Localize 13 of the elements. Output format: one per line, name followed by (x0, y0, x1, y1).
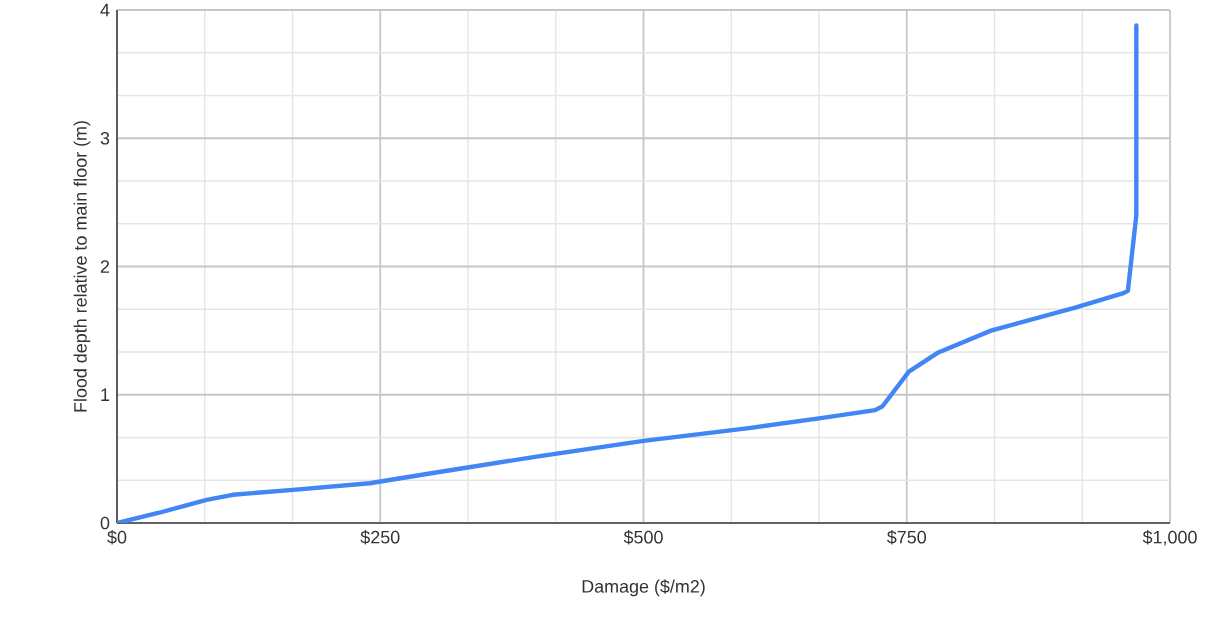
x-tick-label: $500 (623, 530, 663, 545)
y-tick-label: 1 (101, 388, 110, 401)
y-tick-label: 3 (100, 131, 110, 145)
x-tick-label: $1,000 (1142, 530, 1197, 546)
x-tick-label: $750 (887, 530, 927, 545)
x-tick-label: $250 (360, 530, 400, 545)
y-tick-label: 0 (100, 516, 110, 530)
x-tick-label: $0 (107, 530, 127, 545)
line-series (117, 23, 1139, 523)
y-tick-label: 2 (100, 260, 110, 273)
y-axis-title: Flood depth relative to main floor (m) (73, 121, 91, 412)
x-axis-title: Damage ($/m2) (582, 579, 705, 597)
y-tick-label: 4 (100, 3, 110, 17)
